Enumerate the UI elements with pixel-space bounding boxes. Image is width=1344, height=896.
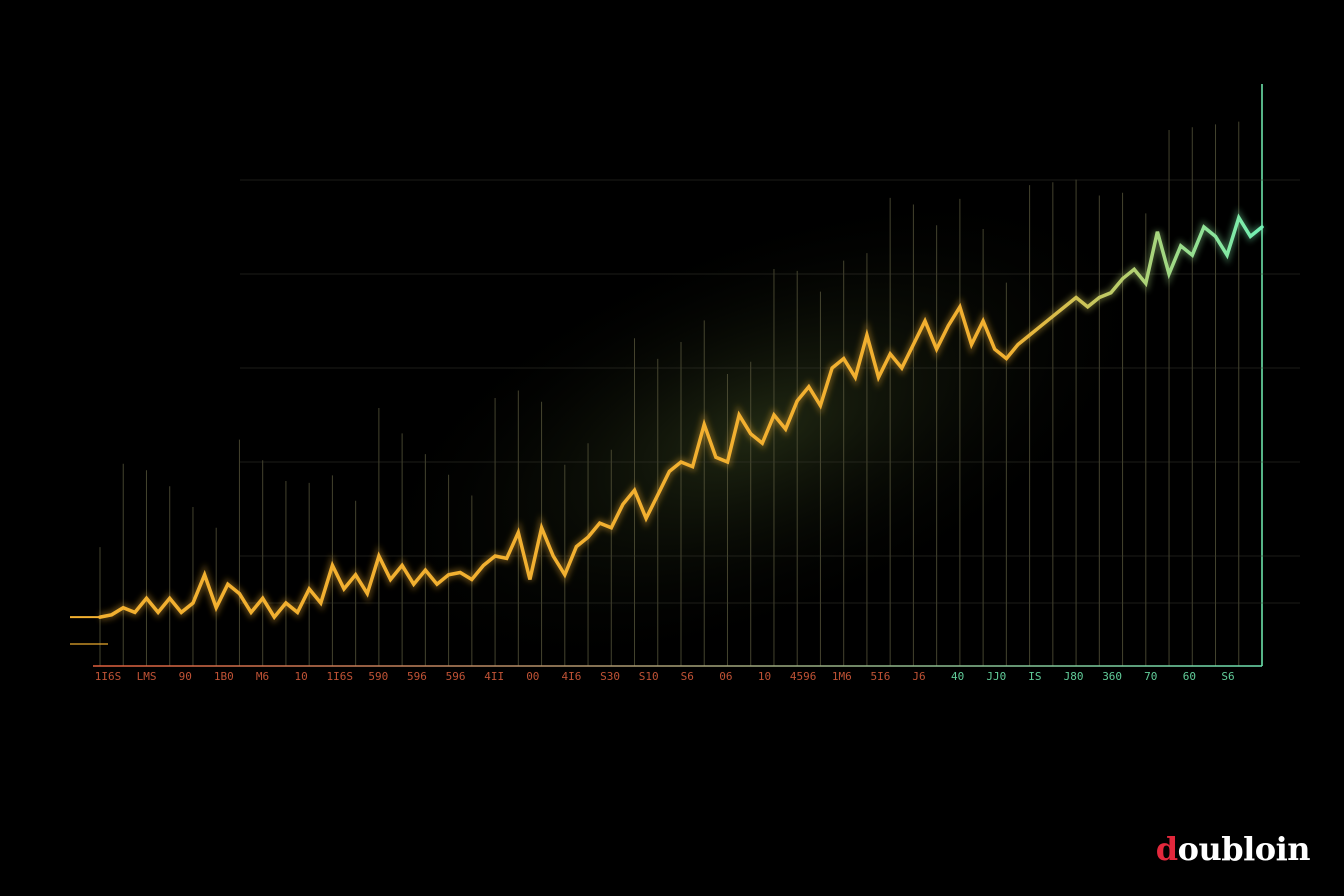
x-tick-label: S6 <box>1221 670 1234 683</box>
x-tick-label: S6 <box>681 670 694 683</box>
x-tick-label: LMS <box>137 670 157 683</box>
x-tick-labels: 1I6S LMS 90 1B0 M6 10 1I6S 590 596 596 4II 00 4I6 S30… <box>95 670 1235 683</box>
x-tick-label: 1I6S <box>326 670 353 683</box>
x-tick-label: 10 <box>294 670 307 683</box>
x-tick-label: JJ0 <box>986 670 1006 683</box>
x-tick-label: 70 <box>1144 670 1157 683</box>
x-tick-label: S10 <box>639 670 659 683</box>
x-tick-label: S30 <box>600 670 620 683</box>
x-tick-label: 1I6S <box>95 670 122 683</box>
horizontal-gridlines <box>240 179 1300 604</box>
x-tick-label: 5I6 <box>870 670 890 683</box>
x-tick-label: 596 <box>407 670 427 683</box>
series-line <box>98 213 1264 621</box>
x-tick-label: J6 <box>912 670 925 683</box>
x-tick-label: 360 <box>1102 670 1122 683</box>
x-tick-label: 06 <box>719 670 732 683</box>
x-tick-label: 1B0 <box>214 670 234 683</box>
x-tick-label: 1M6 <box>832 670 852 683</box>
x-tick-label: 90 <box>179 670 192 683</box>
x-tick-label: 40 <box>951 670 964 683</box>
x-tick-label: 00 <box>526 670 539 683</box>
x-tick-label: M6 <box>256 670 269 683</box>
x-tick-label: 4596 <box>790 670 817 683</box>
watermark-text: oubloin <box>1177 830 1311 868</box>
x-tick-label: 4I6 <box>562 670 582 683</box>
x-tick-label: IS <box>1028 670 1041 683</box>
watermark-accent: d <box>1155 830 1178 868</box>
vertical-gridlines <box>99 84 1263 666</box>
x-tick-label: J80 <box>1064 670 1084 683</box>
x-tick-label: 4II <box>484 670 504 683</box>
x-tick-label: 60 <box>1183 670 1196 683</box>
x-tick-label: 596 <box>446 670 466 683</box>
x-tick-label: 590 <box>368 670 388 683</box>
x-tick-label: 10 <box>758 670 771 683</box>
watermark-logo: doubloin <box>1155 830 1311 868</box>
series-layer <box>70 208 1265 645</box>
